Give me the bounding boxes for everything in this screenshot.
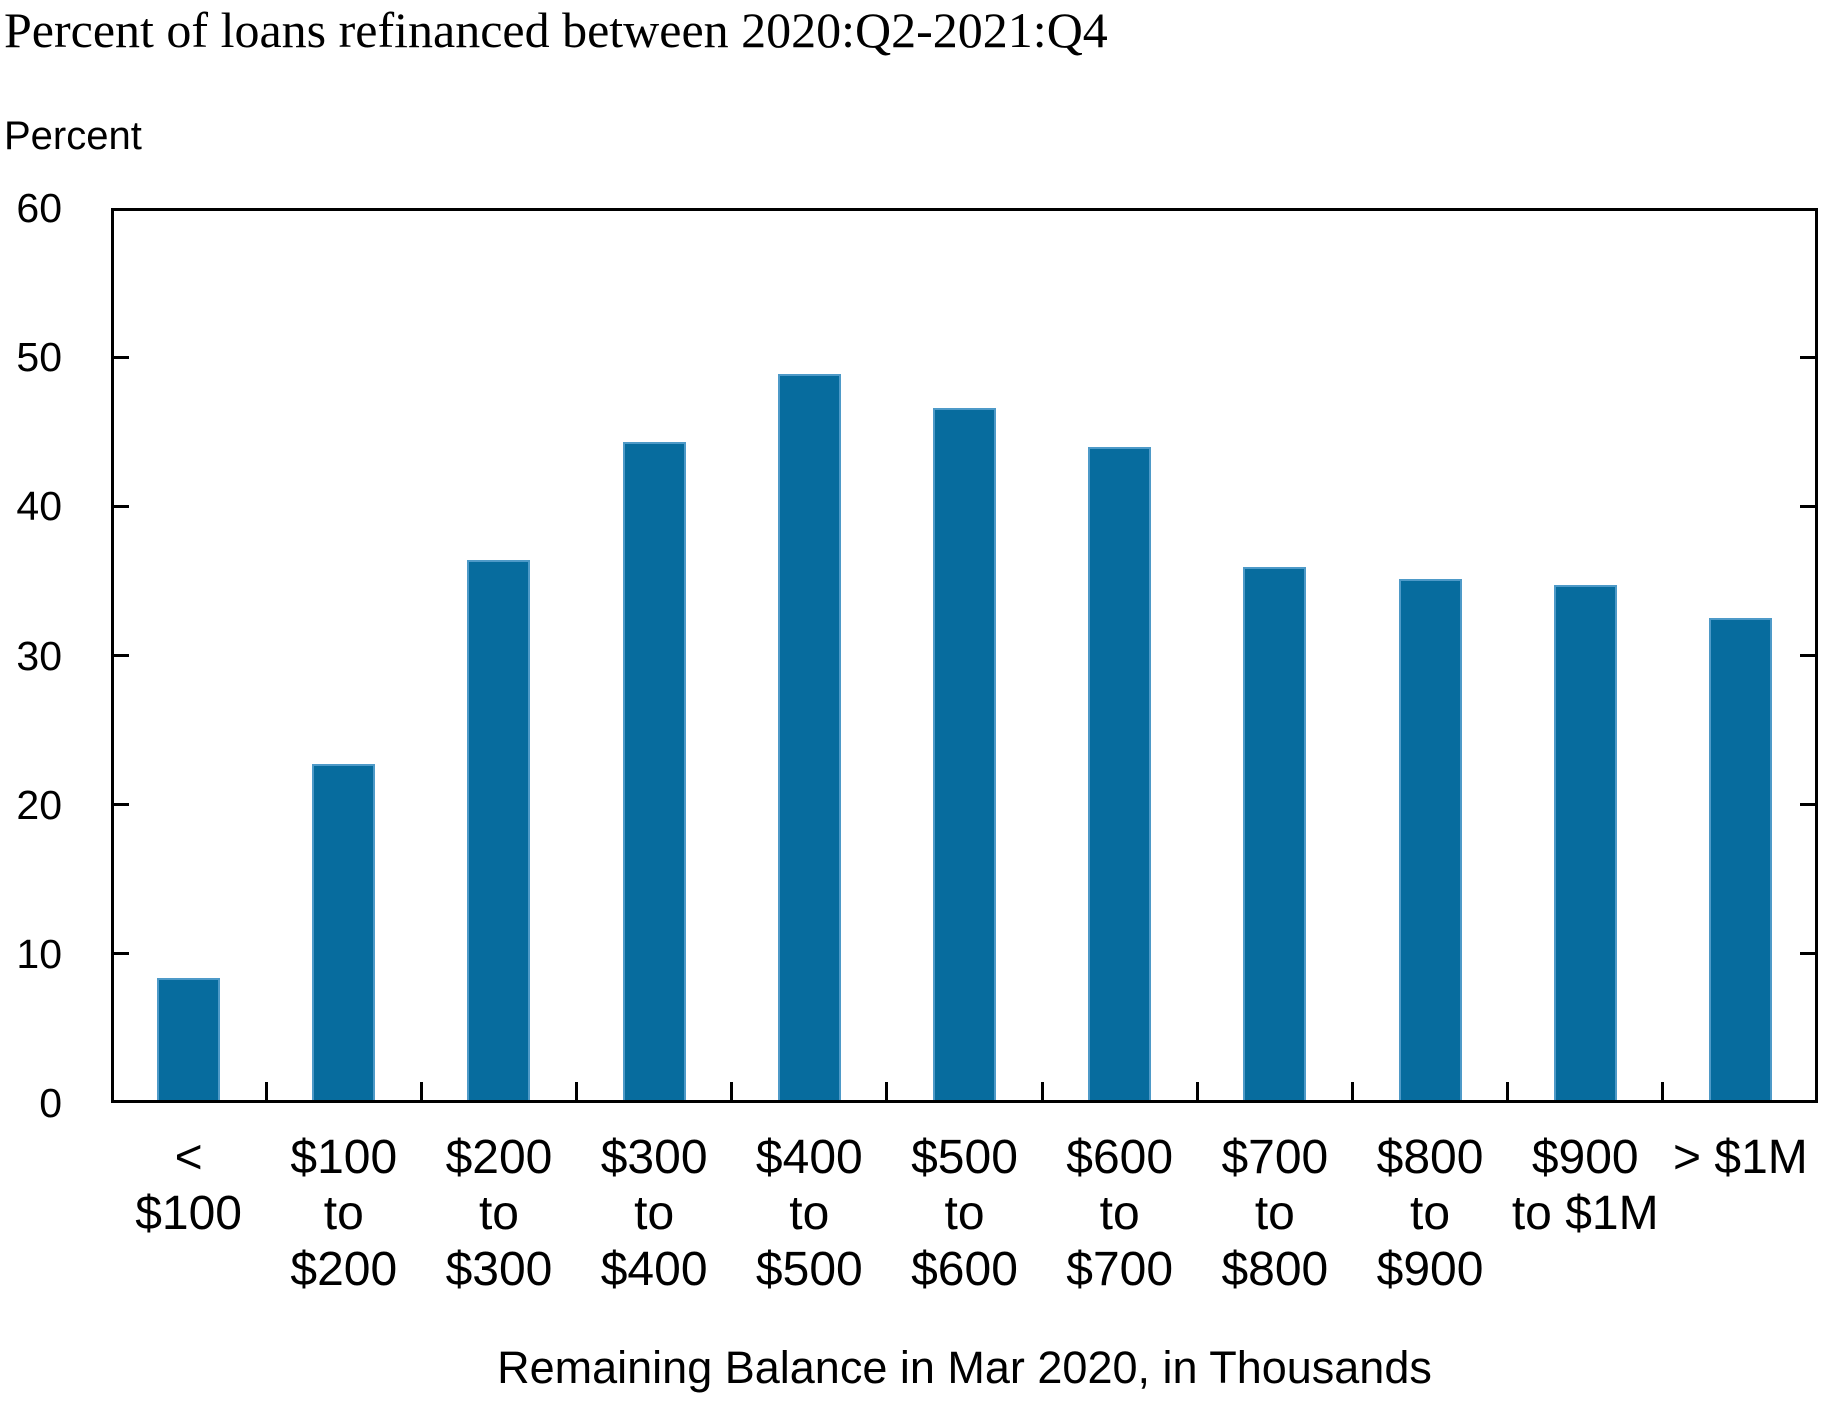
x-axis-category-label-7: $700 to $800 [1221, 1131, 1329, 1296]
y-axis-tick-label-40: 40 [16, 483, 62, 530]
bar-500-to-600 [933, 408, 996, 1100]
bar-700-to-800 [1243, 567, 1307, 1100]
bar-400-to-500 [777, 374, 841, 1100]
y-axis-tick-label-0: 0 [39, 1080, 62, 1126]
x-axis-tick-mark-8 [1350, 1082, 1354, 1100]
x-axis-category-label-9: $900 to $1M [1511, 1131, 1659, 1240]
y-axis-tick-label-20: 20 [16, 781, 62, 828]
y-axis-tick-mark-right-40 [1800, 504, 1815, 508]
x-axis-category-label-4: $400 to $500 [755, 1131, 863, 1296]
x-axis-tick-mark-5 [885, 1082, 889, 1100]
bar-1m [1708, 618, 1772, 1100]
x-axis-category-label-5: $500 to $600 [911, 1131, 1018, 1296]
y-axis-tick-mark-left-10 [114, 952, 129, 956]
y-axis-tick-mark-left-30 [114, 654, 129, 657]
x-axis-category-label-1: $100 to $200 [290, 1131, 398, 1296]
y-axis-tick-mark-right-50 [1800, 355, 1815, 359]
x-axis-tick-mark-4 [730, 1082, 734, 1100]
y-axis-tick-mark-right-20 [1800, 803, 1815, 807]
y-axis-tick-mark-left-50 [114, 355, 129, 359]
y-axis-tick-label-50: 50 [16, 334, 62, 381]
y-axis-tick-mark-right-30 [1800, 654, 1815, 657]
x-axis-tick-mark-3 [575, 1082, 579, 1100]
bar-900-to-1m [1553, 585, 1617, 1100]
x-axis-category-label-0: < $100 [135, 1131, 242, 1240]
x-axis-tick-mark-9 [1506, 1082, 1510, 1100]
x-axis-tick-mark-6 [1040, 1082, 1044, 1100]
y-axis-tick-label-30: 30 [16, 632, 62, 679]
x-axis-tick-mark-7 [1195, 1082, 1199, 1100]
bar-300-to-400 [622, 442, 686, 1100]
x-axis-tick-mark-10 [1661, 1082, 1665, 1100]
bar-100 [157, 978, 221, 1100]
x-axis-tick-mark-2 [419, 1082, 423, 1100]
x-axis-tick-mark-1 [264, 1082, 268, 1100]
x-axis-category-label-8: $800 to $900 [1376, 1131, 1484, 1296]
x-axis-category-label-3: $300 to $400 [600, 1131, 708, 1296]
bar-100-to-200 [312, 764, 376, 1100]
bar-600-to-700 [1088, 447, 1152, 1100]
x-axis-category-label-2: $200 to $300 [445, 1131, 553, 1296]
bar-800-to-900 [1398, 579, 1462, 1100]
bar-200-to-300 [467, 560, 531, 1100]
y-axis-unit-label: Percent [4, 114, 142, 158]
y-axis-tick-mark-left-40 [114, 504, 129, 508]
chart-title: Percent of loans refinanced between 2020… [4, 2, 1108, 58]
y-axis-tick-label-60: 60 [16, 185, 62, 231]
plot-area [111, 208, 1818, 1103]
x-axis-category-label-10: > $1M [1673, 1131, 1808, 1184]
y-axis-tick-label-10: 10 [16, 930, 62, 977]
x-axis-title: Remaining Balance in Mar 2020, in Thousa… [497, 1342, 1432, 1393]
y-axis-tick-mark-right-10 [1800, 952, 1815, 956]
x-axis-category-label-6: $600 to $700 [1066, 1131, 1174, 1296]
y-axis-tick-mark-left-20 [114, 803, 129, 807]
